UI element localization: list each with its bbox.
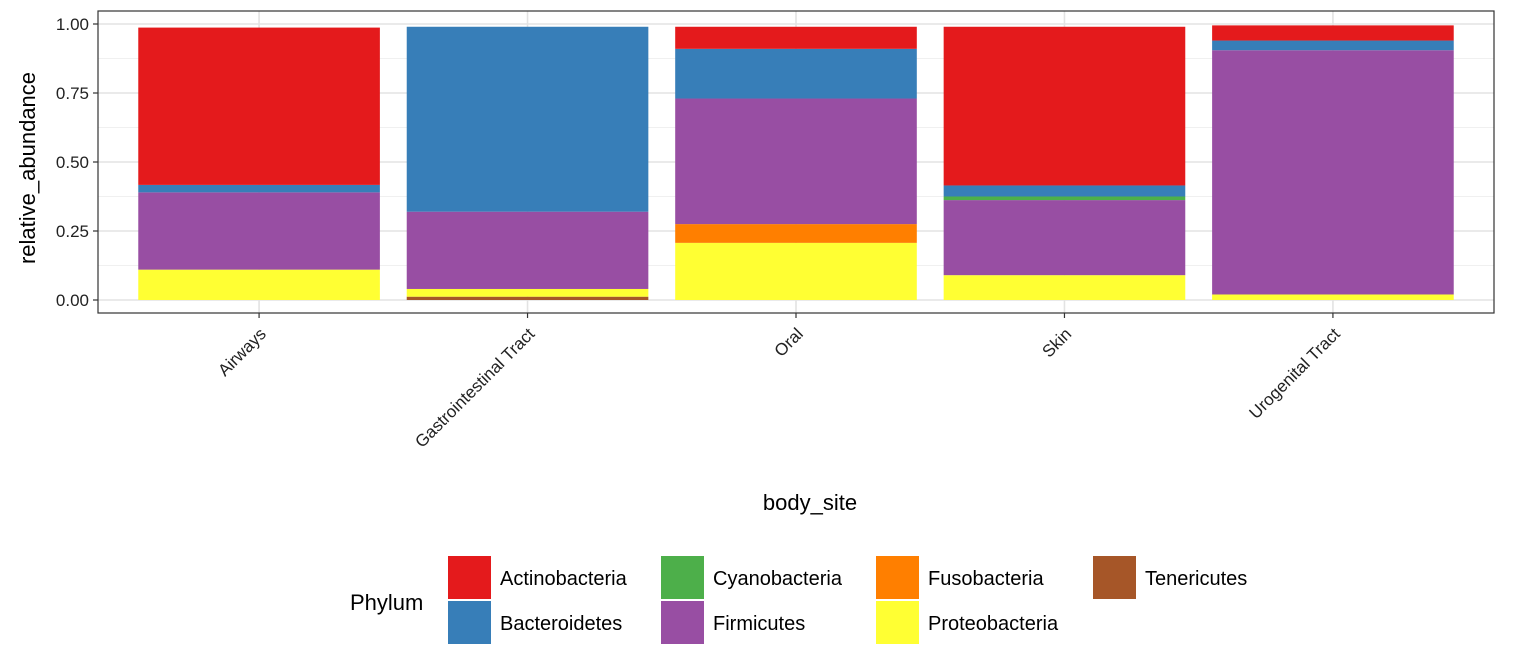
legend-item: Actinobacteria <box>448 556 628 599</box>
legend-label: Tenericutes <box>1145 568 1247 590</box>
legend-label: Bacteroidetes <box>500 613 622 635</box>
bar-segment <box>943 275 1186 300</box>
legend-item: Cyanobacteria <box>661 556 843 599</box>
x-tick-label: Gastrointestinal Tract <box>411 324 538 451</box>
bar-segment <box>943 26 1186 186</box>
legend: Phylum Actinobacteria Bacteroidetes Cyanob… <box>350 556 1247 644</box>
bar-segment <box>943 196 1186 201</box>
x-tick-label: Airways <box>214 324 270 380</box>
bar-segment <box>138 27 380 185</box>
legend-label: Cyanobacteria <box>713 568 843 590</box>
legend-swatch <box>448 556 491 599</box>
bar-segment <box>406 26 649 212</box>
x-axis-title: body_site <box>763 490 857 515</box>
legend-swatch <box>876 556 919 599</box>
legend-label: Proteobacteria <box>928 613 1059 635</box>
bar-segment <box>1212 25 1454 41</box>
bar-segment <box>406 211 649 289</box>
bar-segment <box>943 200 1186 276</box>
bar-segment <box>138 192 380 270</box>
legend-item: Fusobacteria <box>876 556 1044 599</box>
x-tick-label: Skin <box>1038 324 1075 361</box>
bar-segment <box>675 242 917 300</box>
bar-segment <box>675 98 917 225</box>
x-tick-label: Urogenital Tract <box>1245 324 1343 422</box>
bar-segment <box>406 288 649 297</box>
bars <box>138 25 1454 300</box>
legend-swatch <box>661 601 704 644</box>
y-tick-label: 0.25 <box>56 222 89 241</box>
bar-segment <box>138 269 380 300</box>
y-axis: 0.00 0.25 0.50 0.75 1.00 <box>56 15 98 310</box>
bar-segment <box>1212 50 1454 295</box>
bar-segment <box>675 48 917 99</box>
legend-item: Bacteroidetes <box>448 601 622 644</box>
y-axis-title: relative_abundance <box>15 72 40 264</box>
legend-label: Actinobacteria <box>500 568 628 590</box>
y-tick-label: 0.75 <box>56 84 89 103</box>
x-tick-label: Oral <box>771 324 807 360</box>
x-axis: Airways Gastrointestinal Tract Oral Skin Uro… <box>214 313 1344 451</box>
legend-swatch <box>661 556 704 599</box>
legend-swatch <box>876 601 919 644</box>
legend-item: Tenericutes <box>1093 556 1247 599</box>
y-tick-label: 0.00 <box>56 291 89 310</box>
y-tick-label: 0.50 <box>56 153 89 172</box>
legend-swatch <box>1093 556 1136 599</box>
legend-label: Fusobacteria <box>928 568 1044 590</box>
legend-title: Phylum <box>350 590 423 615</box>
legend-label: Firmicutes <box>713 613 805 635</box>
bar-segment <box>1212 294 1454 300</box>
bar-segment <box>675 26 917 49</box>
bar-segment <box>406 296 649 300</box>
legend-swatch <box>448 601 491 644</box>
bar-segment <box>138 184 380 193</box>
bar-segment <box>675 224 917 243</box>
legend-item: Proteobacteria <box>876 601 1059 644</box>
bar-segment <box>1212 40 1454 51</box>
bar-segment <box>943 185 1186 197</box>
legend-item: Firmicutes <box>661 601 805 644</box>
y-tick-label: 1.00 <box>56 15 89 34</box>
